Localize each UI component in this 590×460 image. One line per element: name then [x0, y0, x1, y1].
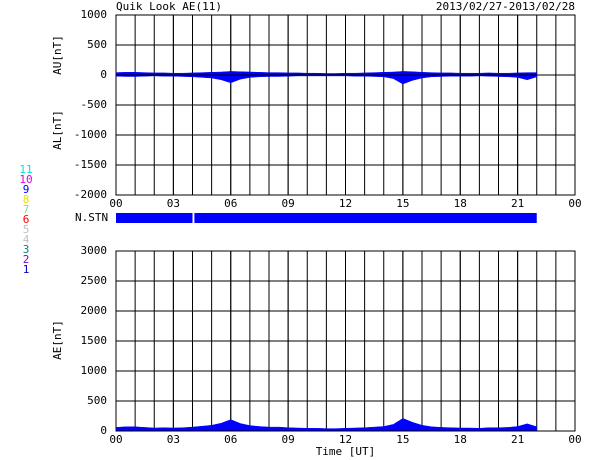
x-tick-label: 18 — [454, 197, 467, 210]
x-tick-label: 18 — [454, 433, 467, 446]
y-axis-label: AU[nT] — [51, 35, 64, 75]
x-tick-label: 06 — [224, 433, 237, 446]
y-tick-label: -2000 — [74, 188, 107, 201]
x-tick-label: 09 — [282, 197, 295, 210]
y-tick-label: 0 — [100, 68, 107, 81]
x-tick-label: 09 — [282, 433, 295, 446]
y-tick-label: -1500 — [74, 158, 107, 171]
y-tick-label: 1000 — [81, 8, 108, 21]
x-tick-label: 00 — [109, 433, 122, 446]
x-tick-label: 00 — [568, 433, 581, 446]
y-axis-label: AL[nT] — [51, 110, 64, 150]
x-tick-label: 15 — [396, 433, 409, 446]
area — [115, 418, 537, 432]
station-number: 11 — [19, 163, 32, 176]
y-tick-label: 2000 — [81, 304, 108, 317]
date-range: 2013/02/27-2013/02/28 — [436, 0, 575, 13]
y-tick-label: -1000 — [74, 128, 107, 141]
x-tick-label: 06 — [224, 197, 237, 210]
x-tick-label: 00 — [568, 197, 581, 210]
chart-title: Quik Look AE(11) — [116, 0, 222, 13]
y-tick-label: 1000 — [81, 364, 108, 377]
y-axis-label: AE[nT] — [51, 320, 64, 360]
x-tick-label: 12 — [339, 433, 352, 446]
x-axis-label: Time [UT] — [316, 445, 376, 458]
x-tick-label: 21 — [511, 433, 524, 446]
y-tick-label: -500 — [81, 98, 108, 111]
y-tick-label: 500 — [87, 394, 107, 407]
area — [115, 71, 537, 76]
x-tick-label: 03 — [167, 433, 180, 446]
station-number: 3 — [23, 243, 30, 256]
station-bar — [116, 213, 193, 223]
x-tick-label: 12 — [339, 197, 352, 210]
station-number: 2 — [23, 253, 30, 266]
y-tick-label: 1500 — [81, 334, 108, 347]
y-tick-label: 3000 — [81, 244, 108, 257]
station-number: 9 — [23, 183, 30, 196]
station-number: 10 — [19, 173, 32, 186]
station-label: N.STN — [75, 211, 108, 224]
y-tick-label: 0 — [100, 424, 107, 437]
x-tick-label: 00 — [109, 197, 122, 210]
station-number: 5 — [23, 223, 30, 236]
station-bar — [194, 213, 537, 223]
y-tick-label: 500 — [87, 38, 107, 51]
station-number: 6 — [23, 213, 30, 226]
y-tick-label: 2500 — [81, 274, 108, 287]
area — [115, 74, 537, 85]
plot-frame — [115, 14, 576, 196]
station-number: 1 — [23, 263, 30, 276]
station-number: 8 — [23, 193, 30, 206]
x-tick-label: 03 — [167, 197, 180, 210]
station-number: 7 — [23, 203, 30, 216]
station-number: 4 — [23, 233, 30, 246]
x-tick-label: 15 — [396, 197, 409, 210]
x-tick-label: 21 — [511, 197, 524, 210]
